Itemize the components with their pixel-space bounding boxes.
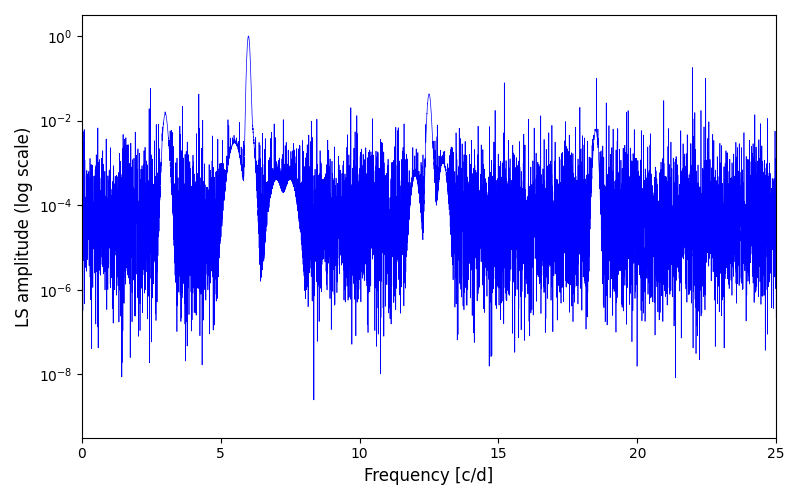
X-axis label: Frequency [c/d]: Frequency [c/d] bbox=[364, 467, 494, 485]
Y-axis label: LS amplitude (log scale): LS amplitude (log scale) bbox=[15, 126, 33, 326]
